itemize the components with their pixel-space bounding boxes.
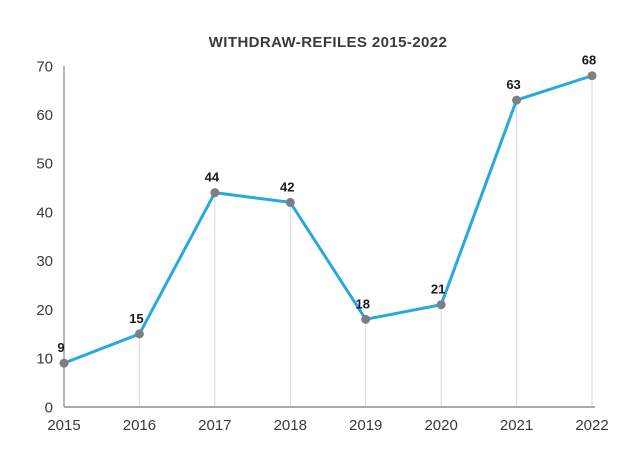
x-tick-label: 2017 [198, 417, 231, 434]
series-line [62, 74, 594, 365]
data-point [361, 314, 371, 324]
y-tick-label: 30 [36, 253, 53, 270]
data-point-label: 42 [280, 179, 294, 194]
y-tick-label: 10 [36, 351, 53, 368]
data-point-label: 63 [506, 77, 520, 92]
data-point-label: 68 [582, 53, 596, 68]
data-point [587, 71, 597, 81]
y-tick-label: 60 [36, 107, 53, 124]
data-point-label: 44 [205, 170, 220, 185]
data-point [436, 300, 446, 310]
x-tick-label: 2020 [424, 417, 457, 434]
y-tick-label: 50 [36, 156, 53, 173]
data-point-label: 15 [129, 311, 143, 326]
x-tick-label: 2019 [349, 417, 382, 434]
data-point [285, 197, 295, 207]
y-tick-label: 40 [36, 204, 53, 221]
data-point-label: 9 [57, 340, 64, 355]
x-tick-label: 2015 [47, 417, 80, 434]
y-tick-label: 70 [36, 58, 53, 75]
y-tick-label: 20 [36, 302, 53, 319]
x-tick-label: 2018 [274, 417, 307, 434]
x-tick-label: 2021 [500, 417, 533, 434]
data-point [59, 358, 69, 368]
data-point-label: 18 [355, 296, 369, 311]
y-tick-label: 0 [45, 399, 53, 416]
chart-title: WITHDRAW-REFILES 2015-2022 [208, 34, 448, 51]
data-point [134, 329, 144, 339]
data-point [512, 95, 522, 105]
x-tick-label: 2016 [123, 417, 156, 434]
data-point-label: 21 [431, 282, 445, 297]
x-tick-label: 2022 [575, 417, 608, 434]
data-point [210, 188, 220, 198]
